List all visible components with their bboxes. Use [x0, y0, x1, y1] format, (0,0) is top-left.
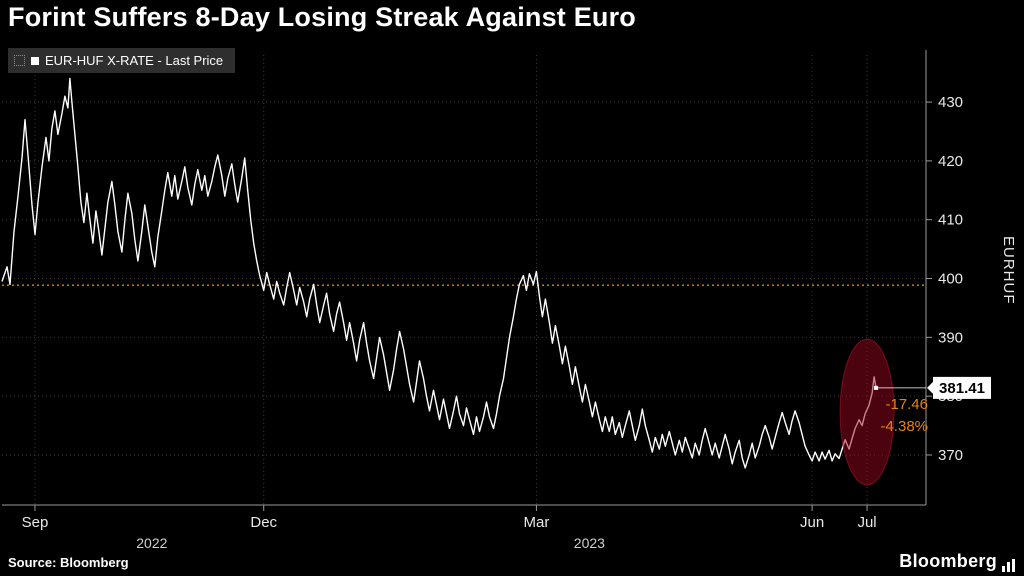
x-tick-label: Mar [523, 514, 549, 531]
last-price-label: 381.41 [939, 380, 985, 397]
y-tick-label: 390 [938, 329, 963, 346]
chart-title: Forint Suffers 8-Day Losing Streak Again… [8, 2, 637, 32]
year-label: 2023 [574, 535, 605, 551]
change-annotation: -17.46 [885, 396, 928, 413]
legend-label: EUR-HUF X-RATE - Last Price [45, 53, 224, 68]
y-axis-title: EURHUF [1000, 236, 1017, 305]
y-tick-label: 370 [938, 447, 963, 464]
last-price-pointer [927, 380, 934, 395]
bloomberg-logo-text: Bloomberg [899, 551, 997, 571]
x-tick-label: Sep [22, 514, 49, 531]
y-tick-label: 420 [938, 153, 963, 170]
x-tick-label: Jul [857, 514, 876, 531]
y-tick-label: 430 [938, 94, 963, 111]
highlight-ellipse [839, 338, 895, 486]
y-tick-label: 400 [938, 271, 963, 288]
change-annotation: -4.38% [880, 418, 928, 435]
bloomberg-logo-icon [1002, 559, 1015, 572]
chart-style-icon [14, 55, 25, 66]
last-point-marker [874, 385, 879, 390]
price-line [1, 77, 877, 469]
x-tick-label: Jun [800, 514, 824, 531]
series-swatch-icon [31, 56, 39, 65]
source-credit: Source: Bloomberg [8, 555, 129, 570]
bloomberg-logo: Bloomberg [899, 551, 1016, 572]
x-tick-label: Dec [250, 514, 277, 531]
last-price-box [933, 376, 991, 399]
legend[interactable]: EUR-HUF X-RATE - Last Price [8, 48, 236, 73]
y-tick-label: 410 [938, 212, 963, 229]
year-label: 2022 [136, 535, 167, 551]
